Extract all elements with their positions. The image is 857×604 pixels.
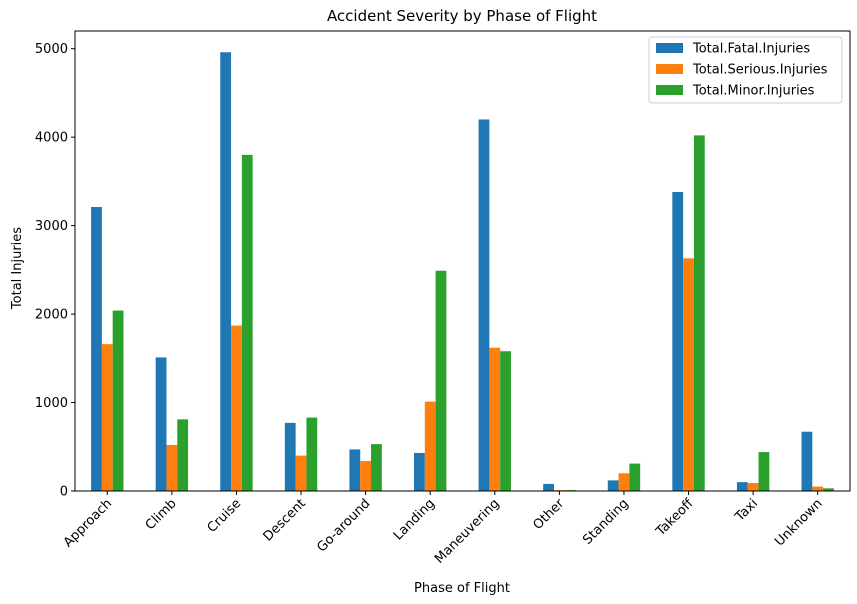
bar-cruise-2 — [231, 325, 242, 491]
bar-maneuvering-1 — [478, 119, 490, 492]
bar-cruise-3 — [241, 154, 253, 491]
legend-swatch — [656, 43, 683, 53]
bar-landing-1 — [414, 452, 425, 491]
legend-label: Total.Serious.Injuries — [692, 63, 828, 78]
legend-swatch — [656, 85, 683, 95]
bar-approach-1 — [91, 207, 102, 492]
bar-go-around-3 — [371, 444, 382, 491]
x-tick-label: Descent — [261, 496, 309, 544]
bar-unknown-2 — [812, 486, 824, 491]
bar-standing-1 — [607, 480, 619, 491]
y-tick-label: 1000 — [35, 396, 68, 411]
y-tick-label: 2000 — [35, 308, 68, 323]
x-tick-label: Unknown — [772, 496, 825, 549]
bar-landing-3 — [435, 270, 447, 491]
bar-unknown-3 — [823, 488, 834, 491]
bar-descent-1 — [284, 422, 296, 491]
x-tick-label: Approach — [61, 496, 115, 550]
y-tick-label: 0 — [60, 485, 68, 500]
y-tick-label: 3000 — [35, 219, 68, 234]
x-tick-label: Maneuvering — [432, 496, 503, 567]
bar-unknown-1 — [801, 431, 813, 491]
x-tick-label: Other — [530, 496, 567, 533]
bar-cruise-1 — [220, 52, 232, 491]
bar-maneuvering-2 — [489, 347, 501, 491]
bar-taxi-3 — [758, 452, 770, 491]
bar-go-around-1 — [349, 449, 361, 491]
plot-frame — [74, 30, 851, 492]
x-tick-label: Landing — [391, 496, 438, 543]
legend-label: Total.Minor.Injuries — [692, 84, 815, 99]
y-axis-label: Total Injuries — [10, 227, 25, 310]
bar-takeoff-2 — [683, 258, 694, 491]
bar-approach-3 — [112, 310, 124, 491]
x-tick-label: Takeoff — [653, 495, 697, 539]
x-tick-label: Climb — [143, 496, 180, 533]
legend-box — [648, 36, 843, 104]
bar-takeoff-1 — [672, 192, 684, 491]
bar-standing-2 — [618, 473, 630, 491]
x-tick-label: Standing — [580, 496, 632, 548]
bar-takeoff-3 — [693, 135, 705, 491]
x-tick-label: Go-around — [314, 496, 373, 555]
bar-go-around-2 — [360, 460, 372, 491]
bar-taxi-1 — [736, 482, 748, 491]
x-axis-label: Phase of Flight — [414, 581, 510, 596]
bar-other-1 — [543, 483, 554, 491]
x-tick-label: Cruise — [205, 496, 245, 536]
x-tick-label: Taxi — [732, 496, 761, 525]
bars-layer — [91, 52, 834, 492]
bar-climb-1 — [155, 357, 167, 491]
bar-climb-2 — [166, 445, 178, 491]
bar-landing-2 — [424, 401, 436, 491]
bar-maneuvering-3 — [500, 351, 511, 491]
legend: Total.Fatal.Injuries Total.Serious.Injuri… — [648, 36, 843, 104]
bar-taxi-2 — [747, 483, 759, 491]
bar-approach-2 — [101, 344, 113, 491]
bar-descent-3 — [306, 417, 318, 491]
legend-label: Total.Fatal.Injuries — [692, 42, 810, 57]
legend-swatch — [656, 64, 683, 74]
chart-title: Accident Severity by Phase of Flight — [327, 7, 597, 25]
bar-standing-3 — [629, 463, 641, 491]
bar-descent-2 — [295, 455, 307, 491]
bar-climb-3 — [177, 419, 189, 491]
y-tick-label: 4000 — [35, 131, 68, 146]
y-tick-label: 5000 — [35, 42, 68, 57]
